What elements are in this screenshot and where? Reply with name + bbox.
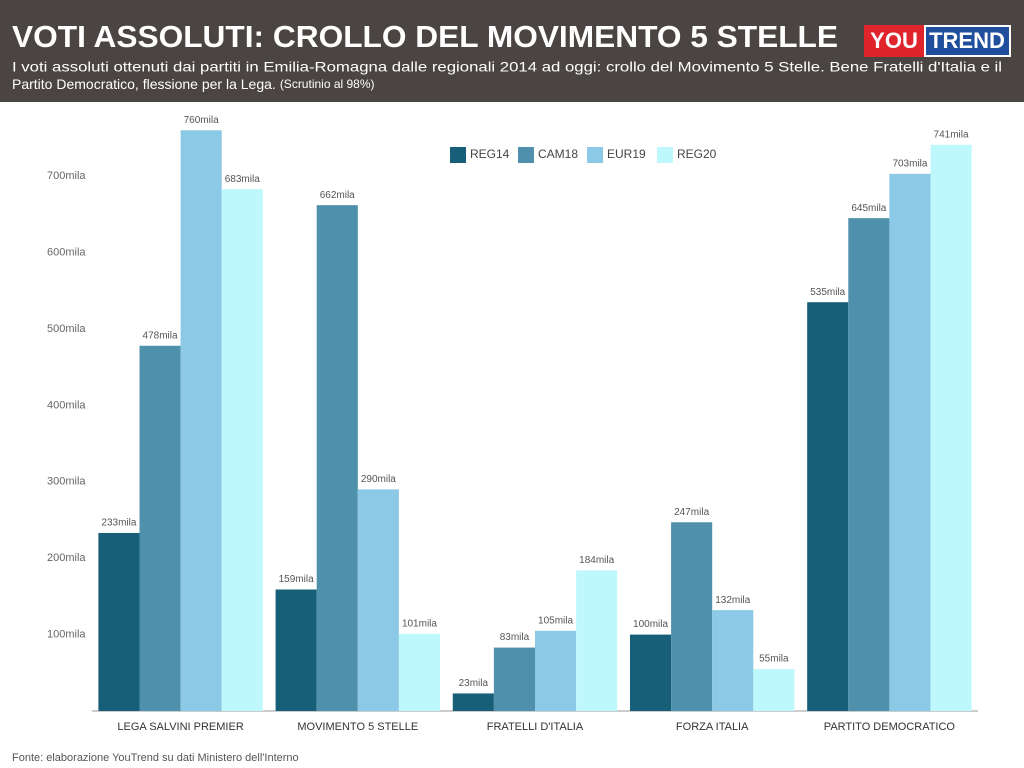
value-label: 683mila — [225, 174, 260, 185]
logo-text: YOU — [870, 28, 918, 53]
legend-swatch — [518, 147, 534, 163]
subtitle-line: Partito Democratico, flessione per la Le… — [12, 76, 375, 92]
source: Fonte: elaborazione YouTrend su dati Min… — [12, 752, 299, 764]
logo-trend-bg — [924, 25, 1011, 57]
bar — [398, 633, 441, 711]
bar — [357, 489, 399, 711]
y-tick-label: 700mila — [47, 170, 86, 182]
value-label: 703mila — [892, 158, 927, 169]
value-label: 233mila — [101, 518, 136, 529]
value-label: 290mila — [361, 474, 396, 485]
value-label: 55mila — [759, 654, 789, 665]
bar — [139, 345, 181, 711]
bar — [452, 693, 494, 711]
value-label: 247mila — [674, 507, 709, 518]
value-label: 184mila — [579, 555, 614, 566]
header-band — [0, 0, 1024, 102]
bar — [889, 173, 931, 712]
value-label: 741mila — [934, 129, 969, 140]
value-label: 760mila — [184, 115, 219, 126]
bar — [576, 570, 618, 711]
value-label: 101mila — [402, 618, 437, 629]
subtitle-line: I voti assoluti ottenuti dai partiti in … — [12, 59, 1002, 75]
value-label: 645mila — [851, 203, 886, 214]
logo-text: TREND — [929, 28, 1005, 53]
bar — [629, 634, 672, 711]
x-tick-label: FRATELLI D'ITALIA — [487, 721, 584, 733]
bar — [712, 610, 754, 711]
value-label: 478mila — [143, 330, 178, 341]
legend-label: REG20 — [677, 147, 717, 161]
legend-label: CAM18 — [538, 147, 578, 161]
bar — [316, 205, 358, 711]
x-tick-label: MOVIMENTO 5 STELLE — [297, 721, 418, 733]
chart-title: VOTI ASSOLUTI: CROLLO DEL MOVIMENTO 5 ST… — [12, 19, 838, 54]
value-label: 535mila — [810, 287, 845, 298]
subtitle-line: Partito Democratico, flessione per la Le… — [12, 76, 276, 92]
bar — [493, 647, 535, 711]
bar — [671, 522, 713, 711]
bar — [180, 130, 222, 712]
value-label: 159mila — [279, 574, 314, 585]
bar — [275, 589, 317, 711]
y-tick-label: 400mila — [47, 399, 86, 411]
note: (Scrutinio al 98%) — [280, 77, 375, 91]
legend-label: EUR19 — [607, 147, 646, 161]
y-tick-label: 600mila — [47, 246, 86, 258]
bar — [535, 630, 577, 711]
y-tick-label: 300mila — [47, 476, 86, 488]
y-tick-label: 200mila — [47, 552, 86, 564]
value-label: 132mila — [715, 595, 750, 606]
x-tick-label: LEGA SALVINI PREMIER — [117, 721, 243, 733]
legend-swatch — [450, 147, 466, 163]
value-label: 100mila — [633, 619, 668, 630]
bar — [930, 144, 972, 712]
bar — [98, 532, 140, 711]
bar — [221, 189, 263, 712]
value-label: 105mila — [538, 615, 573, 626]
bar — [753, 668, 795, 711]
x-tick-label: FORZA ITALIA — [676, 721, 749, 733]
value-label: 662mila — [320, 190, 355, 201]
legend-label: REG14 — [470, 147, 510, 161]
legend-swatch — [587, 147, 603, 163]
bar — [807, 302, 849, 711]
value-label: 83mila — [500, 632, 530, 643]
logo-you-bg — [864, 25, 925, 57]
bar — [848, 218, 890, 711]
legend-swatch — [657, 147, 673, 163]
y-tick-label: 100mila — [47, 628, 86, 640]
x-tick-label: PARTITO DEMOCRATICO — [824, 721, 956, 733]
value-label: 23mila — [459, 678, 489, 689]
y-tick-label: 500mila — [47, 323, 86, 335]
